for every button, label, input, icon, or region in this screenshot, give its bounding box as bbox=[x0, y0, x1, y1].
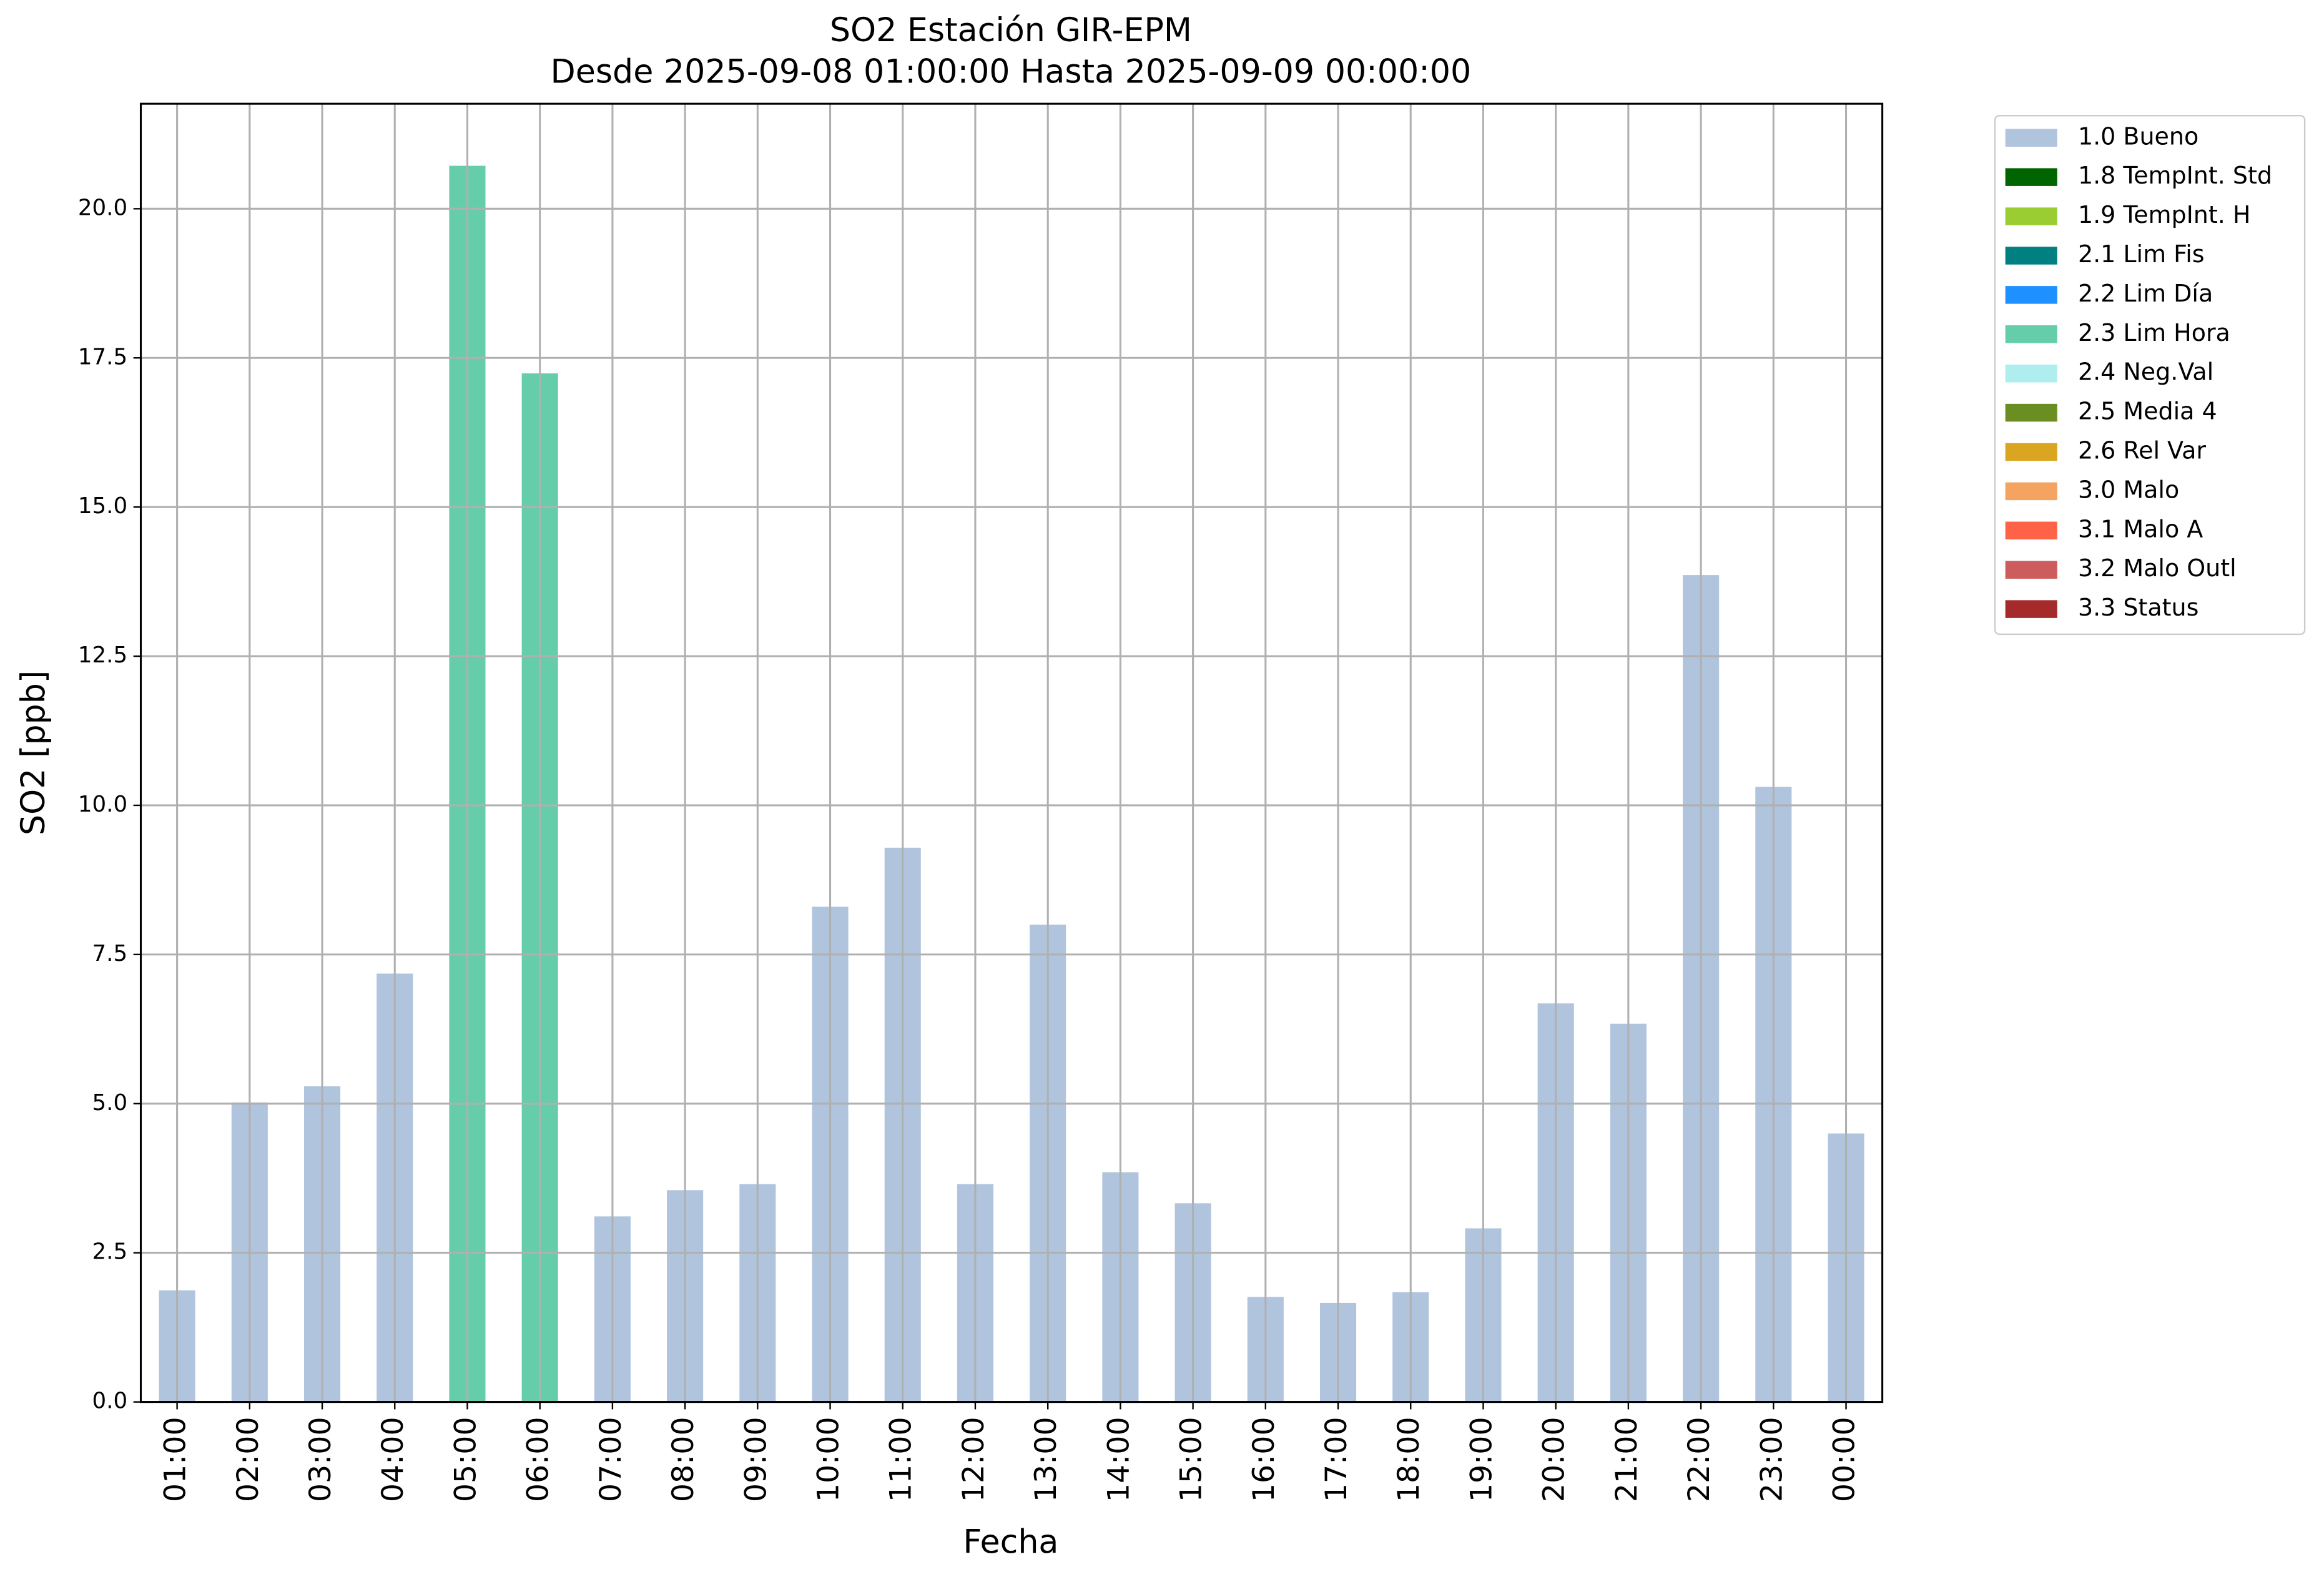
legend-swatch bbox=[2005, 521, 2057, 540]
y-tick-label: 7.5 bbox=[92, 941, 128, 966]
y-tick-label: 10.0 bbox=[78, 792, 127, 817]
y-tick-label: 15.0 bbox=[78, 493, 127, 519]
x-tick-label: 05:00 bbox=[448, 1417, 483, 1502]
x-tick-label: 03:00 bbox=[303, 1417, 338, 1502]
legend-swatch bbox=[2005, 443, 2057, 461]
x-tick-label: 12:00 bbox=[957, 1417, 991, 1502]
y-tick-label: 17.5 bbox=[78, 344, 127, 370]
y-tick-label: 12.5 bbox=[78, 642, 127, 668]
y-axis-label: SO2 [ppb] bbox=[15, 671, 52, 835]
y-tick-label: 0.0 bbox=[92, 1388, 128, 1414]
legend-swatch bbox=[2005, 561, 2057, 579]
x-tick-label: 19:00 bbox=[1464, 1417, 1499, 1502]
x-tick-label: 01:00 bbox=[159, 1417, 193, 1502]
x-tick-label: 02:00 bbox=[231, 1417, 265, 1502]
x-tick-label: 18:00 bbox=[1392, 1417, 1426, 1502]
legend-label: 2.6 Rel Var bbox=[2078, 436, 2206, 464]
x-tick-label: 20:00 bbox=[1537, 1417, 1572, 1502]
legend-swatch bbox=[2005, 247, 2057, 265]
x-tick-label: 17:00 bbox=[1319, 1417, 1354, 1502]
plot-frame bbox=[139, 102, 1884, 1403]
x-tick-label: 10:00 bbox=[812, 1417, 846, 1502]
x-tick-label: 07:00 bbox=[594, 1417, 628, 1502]
legend-label: 2.3 Lim Hora bbox=[2078, 319, 2230, 346]
x-tick-label: 08:00 bbox=[666, 1417, 701, 1502]
legend-label: 3.2 Malo Outl bbox=[2078, 554, 2237, 582]
x-tick-label: 13:00 bbox=[1029, 1417, 1063, 1502]
legend-label: 2.1 Lim Fis bbox=[2078, 240, 2205, 268]
x-tick-label: 06:00 bbox=[521, 1417, 556, 1502]
legend-label: 2.4 Neg.Val bbox=[2078, 358, 2213, 386]
chart-title: SO2 Estación GIR-EPM bbox=[830, 12, 1192, 49]
chart-subtitle: Desde 2025-09-08 01:00:00 Hasta 2025-09-… bbox=[551, 54, 1472, 91]
y-tick-label: 5.0 bbox=[92, 1090, 128, 1116]
legend-label: 1.9 TempInt. H bbox=[2078, 201, 2250, 228]
legend-label: 3.0 Malo bbox=[2078, 476, 2179, 503]
x-tick-label: 22:00 bbox=[1682, 1417, 1716, 1502]
legend-label: 3.3 Status bbox=[2078, 594, 2198, 621]
x-tick-label: 11:00 bbox=[884, 1417, 918, 1502]
x-axis-label: Fecha bbox=[963, 1523, 1058, 1561]
legend-swatch bbox=[2005, 600, 2057, 618]
legend-swatch bbox=[2005, 207, 2057, 225]
legend-swatch bbox=[2005, 129, 2057, 147]
legend-swatch bbox=[2005, 403, 2057, 422]
legend-swatch bbox=[2005, 168, 2057, 186]
legend-swatch bbox=[2005, 325, 2057, 343]
legend-swatch bbox=[2005, 364, 2057, 383]
legend-label: 2.2 Lim Día bbox=[2078, 280, 2213, 307]
legend-label: 2.5 Media 4 bbox=[2078, 398, 2217, 425]
y-tick-label: 20.0 bbox=[78, 195, 127, 220]
x-tick-label: 04:00 bbox=[376, 1417, 410, 1502]
legend-swatch bbox=[2005, 286, 2057, 304]
legend-box bbox=[1994, 114, 2306, 636]
legend-label: 3.1 Malo A bbox=[2078, 515, 2203, 543]
x-tick-label: 21:00 bbox=[1610, 1417, 1644, 1502]
x-tick-label: 00:00 bbox=[1828, 1417, 1862, 1502]
x-tick-label: 15:00 bbox=[1174, 1417, 1209, 1502]
x-tick-label: 14:00 bbox=[1101, 1417, 1136, 1502]
x-tick-label: 23:00 bbox=[1755, 1417, 1789, 1502]
legend-label: 1.0 Bueno bbox=[2078, 122, 2198, 150]
legend-swatch bbox=[2005, 482, 2057, 501]
y-tick-label: 2.5 bbox=[92, 1239, 128, 1265]
legend-label: 1.8 TempInt. Std bbox=[2078, 162, 2272, 189]
x-tick-label: 16:00 bbox=[1247, 1417, 1281, 1502]
x-tick-label: 09:00 bbox=[739, 1417, 773, 1502]
